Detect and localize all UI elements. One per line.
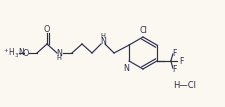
Text: F: F [173, 48, 177, 57]
Text: N: N [56, 48, 62, 57]
Text: F: F [173, 65, 177, 74]
Text: O: O [23, 48, 29, 57]
Text: N: N [100, 36, 106, 45]
Text: $^+$H$_3$N: $^+$H$_3$N [2, 46, 25, 60]
Text: F: F [179, 56, 183, 65]
Text: Cl: Cl [139, 25, 147, 34]
Text: H—Cl: H—Cl [173, 80, 196, 89]
Text: N: N [123, 64, 129, 73]
Text: H: H [56, 55, 61, 61]
Text: O: O [44, 25, 50, 33]
Text: H: H [101, 33, 106, 39]
